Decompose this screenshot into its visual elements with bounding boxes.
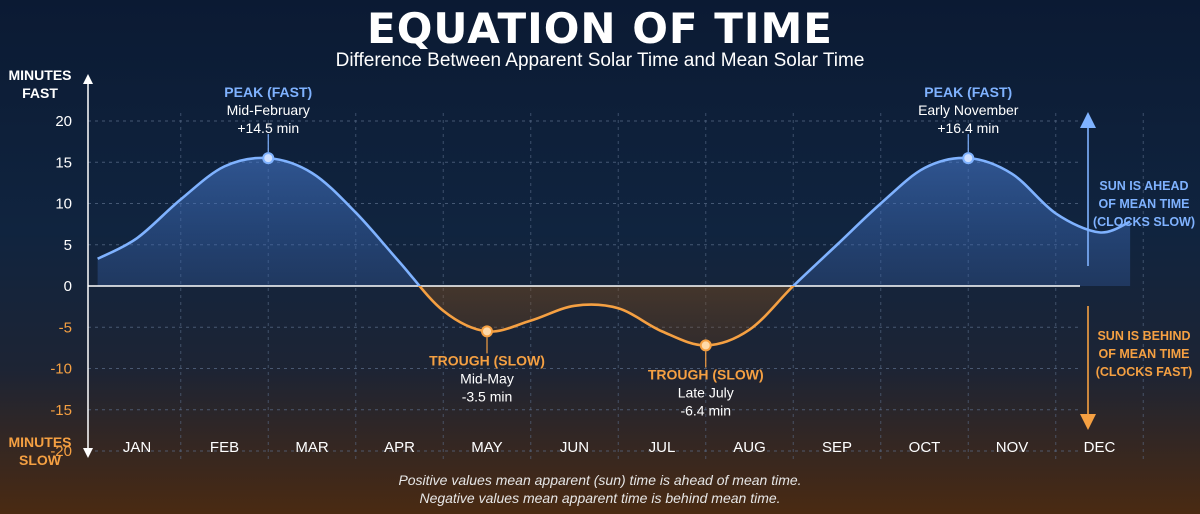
- month-label: DEC: [1084, 439, 1116, 456]
- annotation-point: [481, 325, 493, 338]
- annotation-date: Mid-May: [460, 370, 514, 386]
- annotation-title: PEAK (FAST): [924, 84, 1012, 100]
- month-label: SEP: [822, 439, 852, 456]
- month-label: MAY: [471, 439, 502, 456]
- month-label: OCT: [909, 439, 941, 456]
- annotation-date: Late July: [678, 384, 734, 400]
- side-note-ahead: (CLOCKS SLOW): [1093, 215, 1195, 229]
- y-tick-label: -10: [50, 361, 72, 378]
- y-tick-label: 0: [64, 278, 72, 295]
- y-tick-label: 20: [55, 113, 72, 130]
- y-tick-label: -15: [50, 402, 72, 419]
- side-note-behind: (CLOCKS FAST): [1096, 365, 1193, 379]
- footnote-line-1: Positive values mean apparent (sun) time…: [398, 472, 802, 488]
- month-label: JUN: [560, 439, 589, 456]
- y-tick-label: 5: [64, 237, 72, 254]
- annotation-value: -3.5 min: [462, 388, 513, 404]
- y-tick-label: -5: [59, 319, 72, 336]
- annotation-value: -6.4 min: [680, 402, 731, 418]
- footnote-line-2: Negative values mean apparent time is be…: [419, 490, 781, 506]
- annotation-value: +16.4 min: [937, 120, 999, 136]
- y-axis-arrow-up: [83, 74, 93, 84]
- annotation-title: PEAK (FAST): [224, 84, 312, 100]
- y-axis-arrow-down: [83, 448, 93, 458]
- y-axis-title-fast: MINUTES: [9, 67, 72, 83]
- area-fill: [97, 157, 1131, 346]
- side-note-ahead: OF MEAN TIME: [1099, 197, 1190, 211]
- month-label: MAR: [295, 439, 329, 456]
- footnote: Positive values mean apparent (sun) time…: [0, 471, 1200, 507]
- month-label: NOV: [996, 439, 1029, 456]
- annotation-title: TROUGH (SLOW): [648, 366, 764, 382]
- annotations: PEAK (FAST) Mid-February +14.5 min TROUGH (…: [224, 84, 1018, 418]
- y-tick-label: 10: [55, 196, 72, 213]
- annotation-value: +14.5 min: [237, 120, 299, 136]
- side-notes: SUN IS AHEAD OF MEAN TIME (CLOCKS SLOW) SUN…: [1080, 112, 1195, 430]
- chart-subtitle: Difference Between Apparent Solar Time a…: [335, 50, 865, 71]
- annotation-date: Early November: [918, 102, 1019, 118]
- side-note-ahead: SUN IS AHEAD: [1099, 179, 1188, 193]
- axes: 20 15 10 5 0 -5 -10 -15 -20 JAN FEB MAR APR MAY JUN JUL…: [9, 67, 1116, 468]
- annotation-point: [262, 152, 275, 165]
- month-label: FEB: [210, 439, 239, 456]
- annotation-point: [962, 152, 975, 165]
- area-fast: [97, 157, 1131, 286]
- series-line-slow: [417, 286, 796, 347]
- y-axis-title-fast: FAST: [22, 85, 58, 101]
- annotation-title: TROUGH (SLOW): [429, 352, 545, 368]
- month-label: JUL: [649, 439, 676, 456]
- y-axis-title-slow: SLOW: [19, 452, 62, 468]
- y-axis-title-slow: MINUTES: [9, 434, 72, 450]
- y-tick-label: -20: [50, 443, 72, 460]
- side-note-behind: SUN IS BEHIND: [1097, 329, 1190, 343]
- annotation-date: Mid-February: [227, 102, 310, 118]
- month-label: JAN: [123, 439, 151, 456]
- month-label: AUG: [733, 439, 766, 456]
- side-note-behind: OF MEAN TIME: [1099, 347, 1190, 361]
- month-label: APR: [384, 439, 415, 456]
- chart-title: EQUATION OF TIME: [367, 4, 833, 53]
- annotation-point: [699, 339, 712, 352]
- area-slow: [97, 286, 1131, 346]
- y-tick-label: 15: [55, 154, 72, 171]
